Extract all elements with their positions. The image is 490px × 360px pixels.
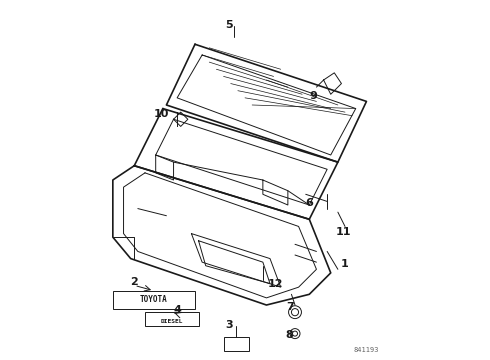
Text: 1: 1 — [341, 259, 349, 269]
Text: 10: 10 — [153, 109, 169, 119]
Text: 5: 5 — [225, 19, 233, 30]
Text: 11: 11 — [336, 227, 351, 237]
Text: 9: 9 — [309, 91, 317, 101]
Text: 7: 7 — [286, 302, 294, 312]
Text: 3: 3 — [225, 320, 233, 330]
Text: 4: 4 — [173, 305, 181, 315]
Text: 6: 6 — [305, 198, 313, 208]
Text: DIESEL: DIESEL — [161, 319, 183, 324]
Text: TOYOTA: TOYOTA — [140, 295, 168, 304]
Text: 12: 12 — [268, 279, 283, 289]
Text: 841193: 841193 — [354, 347, 379, 353]
Text: 2: 2 — [130, 277, 138, 287]
Text: 8: 8 — [286, 330, 294, 341]
